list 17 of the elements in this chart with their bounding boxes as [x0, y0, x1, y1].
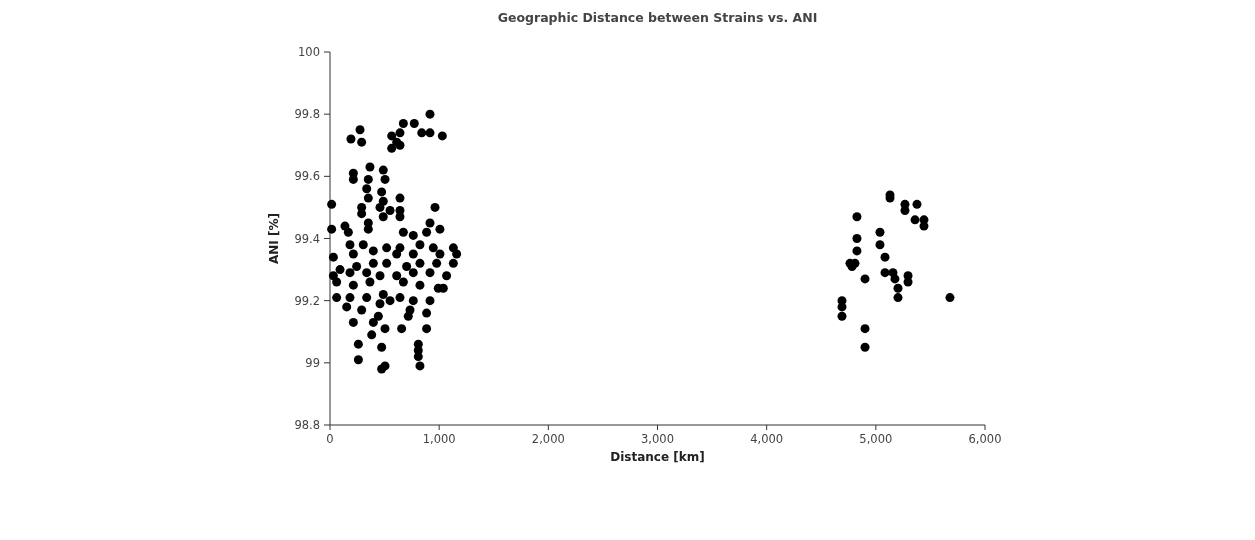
x-tick-label: 2,000	[531, 432, 565, 446]
y-tick-label: 99.2	[294, 293, 320, 308]
x-tick-label: 5,000	[859, 432, 893, 446]
x-axis-title: Distance [km]	[610, 450, 705, 464]
y-axis-title: ANI [%]	[267, 213, 281, 264]
x-tick-label: 1,000	[422, 432, 456, 446]
x-tick-label: 6,000	[968, 432, 1002, 446]
y-tick-label: 99.6	[294, 169, 320, 184]
x-tick-label: 4,000	[750, 432, 784, 446]
x-tick-label: 0	[326, 432, 334, 446]
y-tick-label: 99.8	[294, 107, 320, 122]
y-tick-label: 99.4	[294, 231, 320, 246]
chart-title: Geographic Distance between Strains vs. ANI	[497, 10, 818, 25]
y-tick-label: 100	[298, 45, 320, 59]
y-tick-label: 98.8	[294, 418, 320, 432]
y-tick-label: 99	[305, 355, 320, 370]
x-tick-label: 3,000	[641, 432, 674, 446]
